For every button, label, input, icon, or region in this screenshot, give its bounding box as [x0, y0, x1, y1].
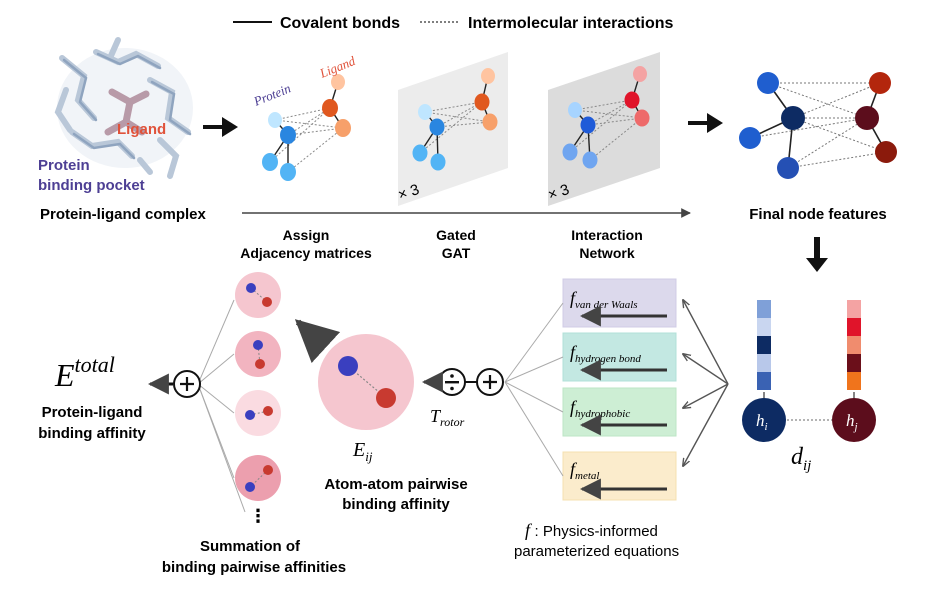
equation-hbond: fhydrogen bond	[562, 332, 677, 382]
gat-label-line2: GAT	[442, 245, 471, 261]
equation-vdw: fvan der Waals	[562, 278, 677, 328]
gated-gat-panel: × 3	[396, 52, 508, 206]
stack-to-total-lines	[197, 299, 246, 513]
ligand-node	[335, 119, 351, 137]
eij-label: Eij	[352, 439, 373, 464]
ligand-node	[624, 91, 640, 109]
arrow-down	[806, 237, 828, 272]
final-protein-node	[781, 106, 805, 130]
intermolecular-legend-label: Intermolecular interactions	[468, 15, 673, 32]
plus-icon	[483, 375, 497, 389]
plus-icon	[180, 377, 194, 391]
covalent-legend-label: Covalent bonds	[280, 15, 400, 32]
ligand-node	[331, 74, 345, 90]
assign-label-line1: Assign	[283, 227, 330, 243]
divide-icon	[445, 374, 459, 391]
total-label-line2: binding affinity	[38, 425, 146, 442]
final-protein-node	[777, 157, 799, 179]
equations-to-sum-lines	[504, 302, 564, 477]
pair-item	[235, 331, 281, 377]
pocket-label-line1: Protein	[38, 157, 90, 174]
gat-label-line1: Gated	[436, 227, 476, 243]
ligand-atom	[376, 388, 396, 408]
equations-caption-line1: f : Physics-informed	[525, 520, 658, 540]
final-protein-node	[757, 72, 779, 94]
summation-label-line1: Summation of	[200, 538, 301, 555]
graph-protein-label: Protein	[251, 80, 293, 109]
gat-repeat-label: × 3	[396, 181, 421, 204]
more-pairs-ellipsis: ⋮	[249, 506, 267, 526]
ligand-node	[633, 66, 647, 82]
pair-item	[235, 390, 281, 436]
protein-atom	[338, 356, 358, 376]
pairwise-label-line2: binding affinity	[342, 496, 450, 513]
protein-node	[430, 153, 446, 171]
final-ligand-node	[875, 141, 897, 163]
arrow-to-final	[688, 113, 723, 133]
feature-vector-i	[757, 300, 771, 390]
ligand-node	[474, 93, 490, 111]
e-total-label: Etotal	[54, 352, 115, 393]
complex-ligand-label: Ligand	[117, 121, 166, 138]
initial-inter-edges	[269, 107, 344, 173]
ligand-sticks	[104, 88, 150, 136]
ligand-node	[634, 109, 650, 127]
pair-item	[235, 455, 281, 501]
summation-label-line2: binding pairwise affinities	[162, 559, 346, 576]
dij-to-equations-arrows	[683, 300, 729, 466]
ligand-node	[481, 68, 495, 84]
interaction-label-line1: Interaction	[571, 227, 643, 243]
gat-plane	[398, 52, 508, 206]
node-hi	[742, 398, 786, 442]
protein-node	[280, 163, 296, 181]
legend: Covalent bonds Intermolecular interactio…	[233, 15, 673, 32]
equations-caption-line2: parameterized equations	[514, 543, 679, 560]
protein-node	[412, 144, 428, 162]
dij-label: dij	[791, 444, 811, 474]
final-ligand-node	[855, 106, 879, 130]
total-label-line1: Protein-ligand	[42, 404, 143, 421]
pair-item	[235, 272, 281, 318]
pair-bubble	[318, 334, 414, 430]
protein-node	[280, 126, 296, 144]
pairwise-label-line1: Atom-atom pairwise	[324, 476, 467, 493]
feature-vector-j	[847, 300, 861, 390]
arrow-to-summation	[294, 319, 341, 364]
interaction-plane	[548, 52, 660, 206]
final-ligand-node	[869, 72, 891, 94]
equation-hydrophobic: fhydrophobic	[562, 387, 677, 437]
complex-illustration: Ligand Protein binding pocket Protein-li…	[38, 37, 207, 223]
t-rotor-label: Trotor	[430, 406, 465, 429]
protein-node	[429, 118, 445, 136]
initial-graph: Protein Ligand	[251, 53, 358, 181]
final-protein-node	[739, 127, 761, 149]
interaction-label-line2: Network	[579, 245, 634, 261]
equation-metal: fmetal	[562, 451, 677, 501]
protein-backbone	[62, 52, 192, 160]
protein-node	[262, 153, 278, 171]
interaction-network-panel: × 3	[546, 52, 660, 206]
stage-labels: Assign Adjacency matrices Gated GAT Inte…	[240, 227, 643, 261]
complex-caption: Protein-ligand complex	[40, 206, 207, 223]
protein-node	[562, 143, 578, 161]
summation-stack: ⋮	[235, 272, 281, 526]
node-hj	[832, 398, 876, 442]
hj-label: hj	[846, 411, 858, 433]
protein-node	[582, 151, 598, 169]
interaction-repeat-label: × 3	[546, 181, 571, 204]
pocket-label-line2: binding pocket	[38, 177, 145, 194]
pairwise-circle	[318, 334, 414, 430]
arrow-to-graph	[203, 117, 238, 137]
final-features-label: Final node features	[749, 206, 887, 223]
protein-node	[418, 104, 432, 120]
assign-label-line2: Adjacency matrices	[240, 245, 372, 261]
ligand-node	[322, 99, 338, 117]
hi-label: hi	[756, 411, 768, 433]
final-graph	[739, 72, 897, 179]
protein-node	[268, 112, 282, 128]
protein-node	[580, 116, 596, 134]
ligand-node	[482, 113, 498, 131]
protein-node	[568, 102, 582, 118]
